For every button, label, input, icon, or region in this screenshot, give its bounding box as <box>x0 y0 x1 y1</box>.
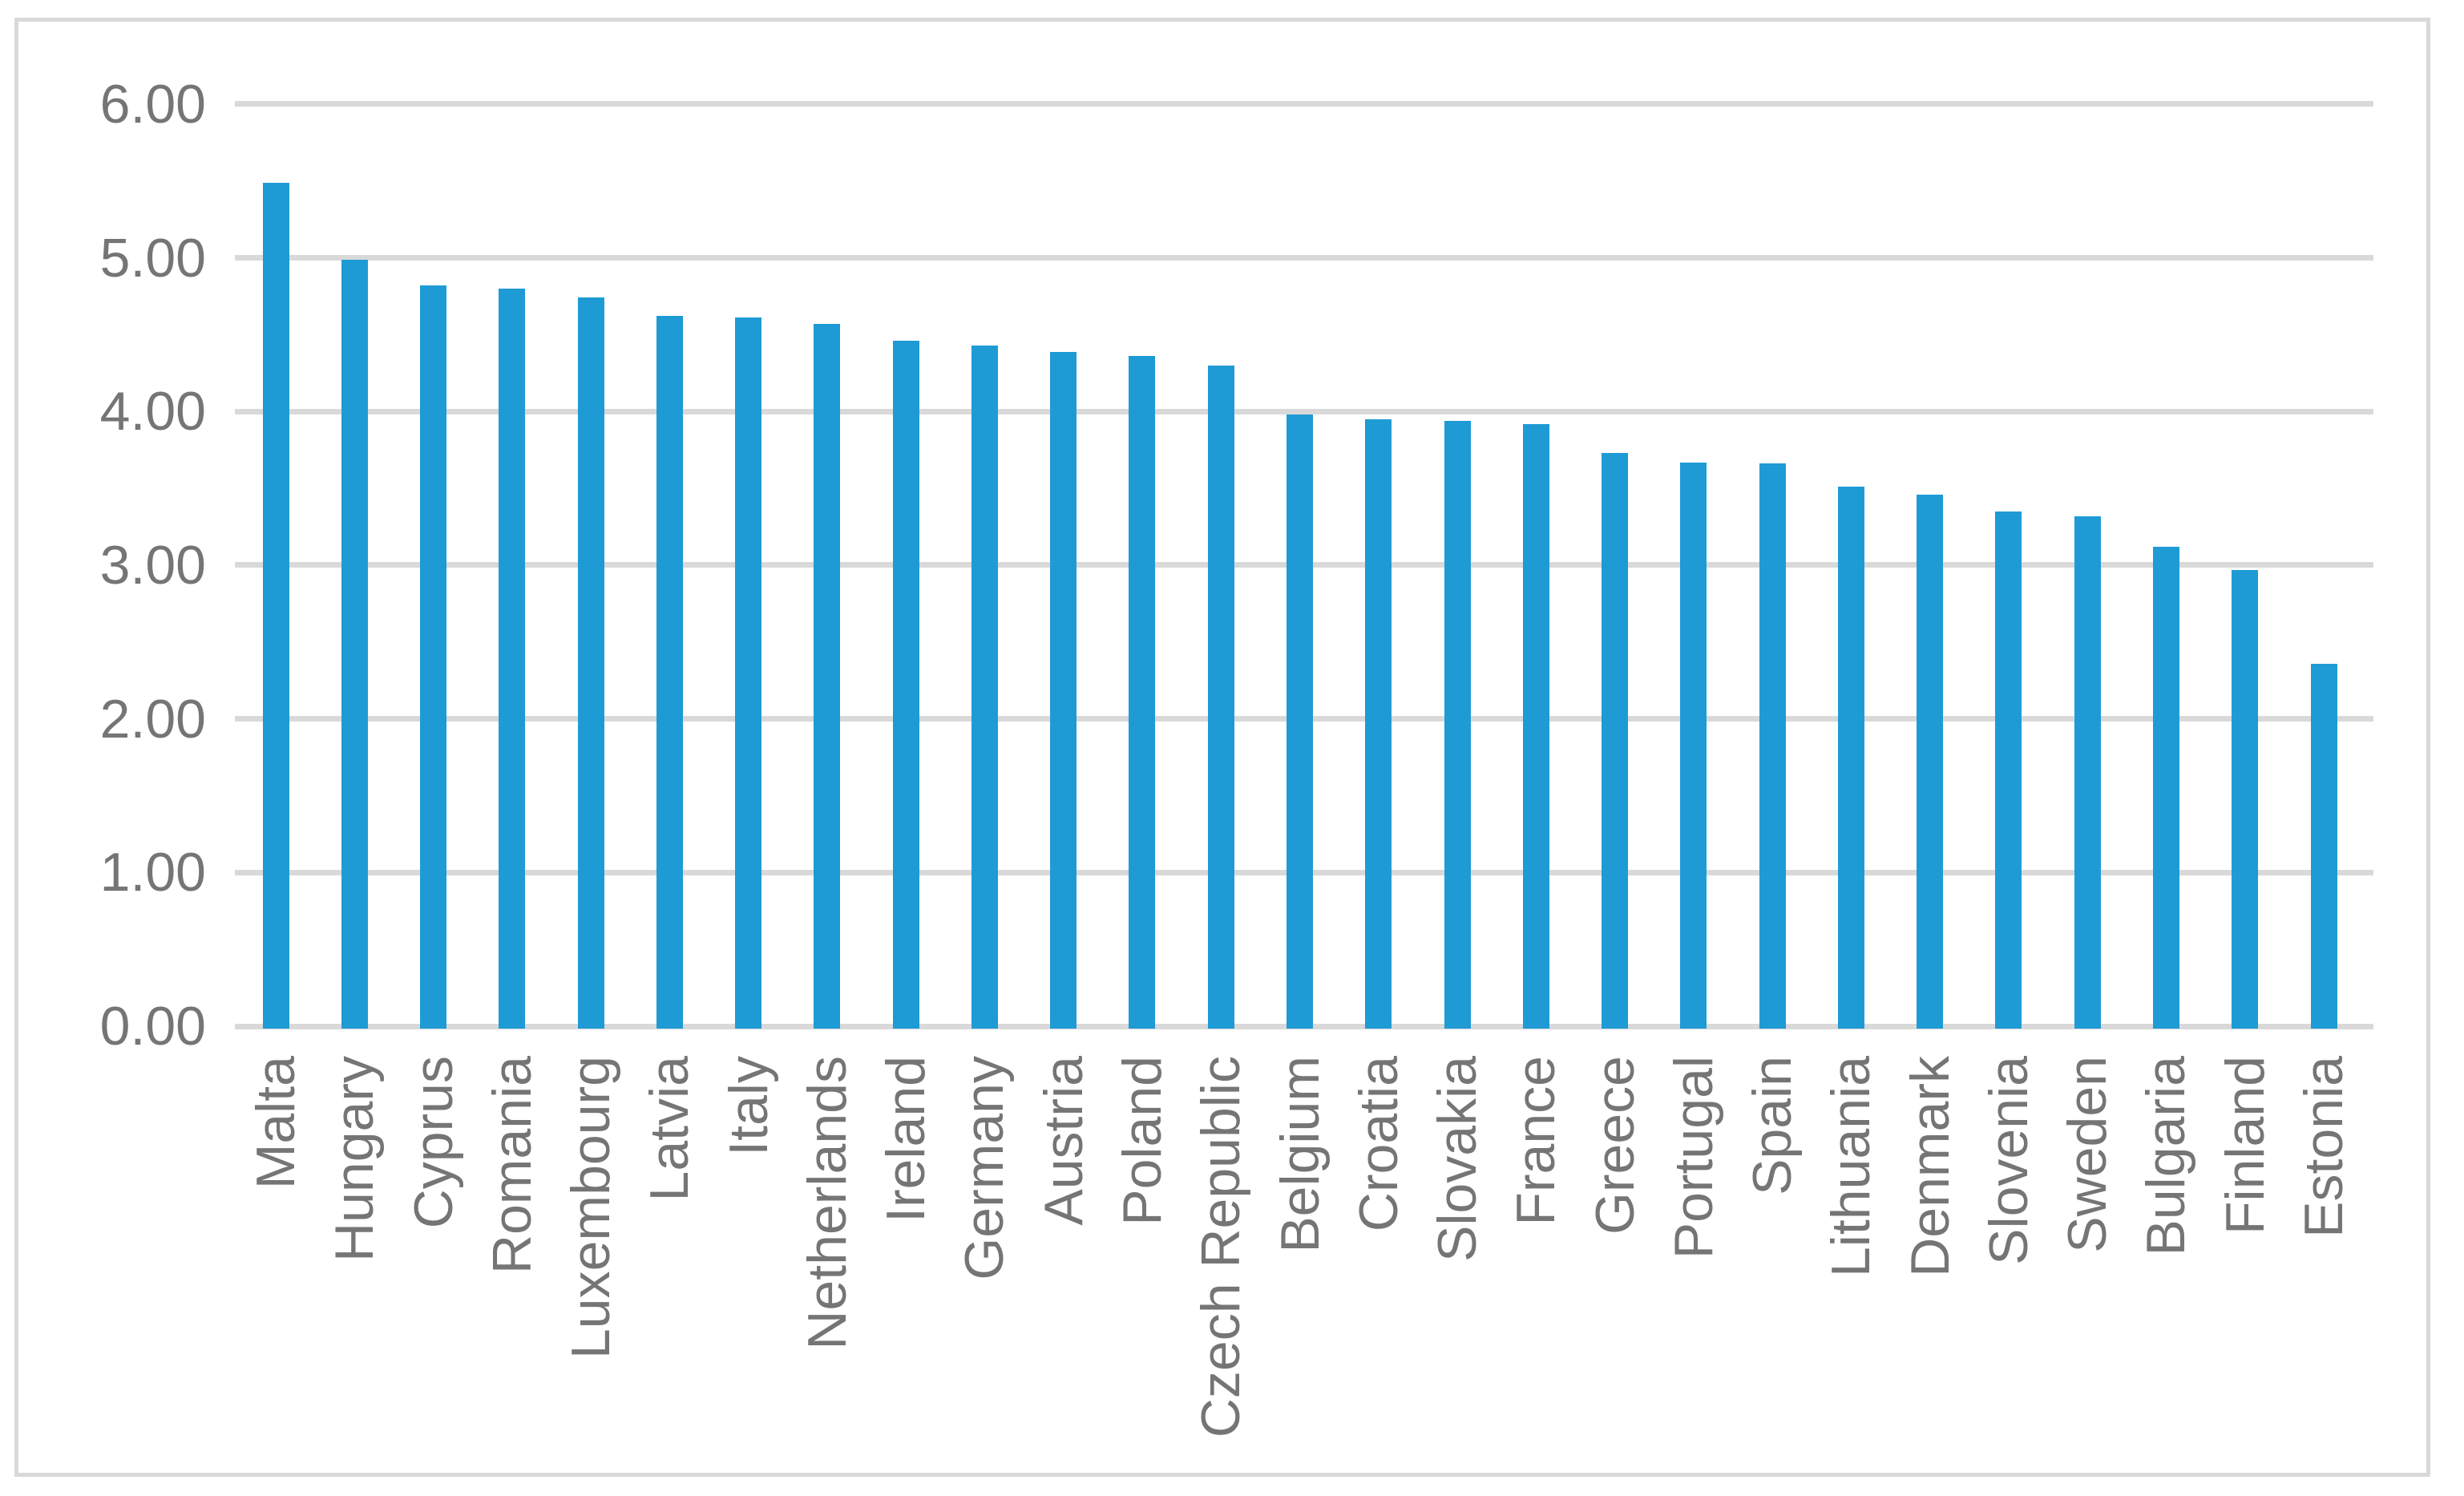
x-axis-tick-label: Belgium <box>1269 1056 1331 1253</box>
chart-frame: 0.00 1.00 2.00 3.00 4.00 5.00 6.00 Malta Hungary… <box>14 18 2430 1477</box>
bar-spain <box>1759 463 1786 1029</box>
bar-bulgaria <box>2152 546 2179 1029</box>
y-axis-tick-label: 3.00 <box>99 534 206 596</box>
bar-sweden <box>2074 516 2101 1029</box>
x-axis-tick-label: Sweden <box>2057 1056 2119 1253</box>
x-axis-tick-label: Denmark <box>1899 1056 1961 1277</box>
x-axis-tick-label: Bulgaria <box>2135 1056 2197 1256</box>
x-axis-tick-label: Slovakia <box>1427 1056 1488 1263</box>
bar-slovenia <box>1995 511 2022 1029</box>
bar-hungary <box>341 259 368 1029</box>
bar-austria <box>1050 351 1077 1029</box>
bar-cyprus <box>420 285 447 1029</box>
x-axis-tick-label: Latvia <box>639 1056 701 1202</box>
x-axis-tick-label: Hungary <box>324 1056 386 1263</box>
plot-area: 0.00 1.00 2.00 3.00 4.00 5.00 6.00 Malta Hungary… <box>18 22 2426 1473</box>
bar-malta <box>262 182 289 1029</box>
x-axis-tick-label: Austria <box>1032 1056 1094 1226</box>
x-axis-tick-label: Slovenia <box>1977 1056 2039 1265</box>
bar-croatia <box>1365 418 1392 1029</box>
bar-lithuania <box>1837 487 1864 1029</box>
bar-poland <box>1129 356 1156 1029</box>
bar-italy <box>735 317 762 1029</box>
x-axis-tick-label: Germany <box>954 1056 1016 1280</box>
x-axis-tick-label: Ireland <box>875 1056 937 1223</box>
bar-greece <box>1602 453 1629 1029</box>
bar-luxembourg <box>577 297 604 1029</box>
y-axis-tick-label: 4.00 <box>99 381 206 443</box>
bar-portugal <box>1680 462 1707 1029</box>
bar-slovakia <box>1444 420 1471 1029</box>
gridline <box>235 255 2373 261</box>
bar-ireland <box>892 341 919 1029</box>
x-axis-tick-label: Poland <box>1111 1056 1173 1226</box>
x-axis-tick-label: Greece <box>1584 1056 1646 1235</box>
x-axis-tick-label: France <box>1505 1056 1567 1226</box>
x-axis-tick-label: Romania <box>481 1056 543 1275</box>
gridline <box>235 101 2373 107</box>
y-axis-tick-label: 2.00 <box>99 688 206 750</box>
x-axis-tick-label: Croatia <box>1347 1056 1409 1232</box>
bar-denmark <box>1917 494 1944 1029</box>
bar-netherlands <box>814 324 841 1029</box>
bar-finland <box>2232 569 2259 1029</box>
x-axis-tick-label: Estonia <box>2293 1056 2355 1238</box>
bar-latvia <box>656 316 683 1029</box>
x-axis-tick-label: Finland <box>2214 1056 2276 1235</box>
x-axis-tick-label: Italy <box>717 1056 779 1156</box>
bar-belgium <box>1287 414 1313 1029</box>
x-axis-tick-label: Czech Republic <box>1190 1056 1252 1438</box>
bar-france <box>1522 423 1549 1029</box>
bar-czech-republic <box>1207 365 1234 1029</box>
x-axis-tick-label: Cyprus <box>402 1056 464 1229</box>
x-axis-tick-label: Spain <box>1742 1056 1804 1195</box>
y-axis-tick-label: 5.00 <box>99 227 206 289</box>
x-axis-tick-label: Portugal <box>1662 1056 1724 1259</box>
x-axis-tick-label: Malta <box>245 1056 306 1190</box>
gridline <box>235 408 2373 414</box>
bar-romania <box>499 288 526 1029</box>
bar-germany <box>971 345 998 1029</box>
y-axis-tick-label: 0.00 <box>99 996 206 1057</box>
y-axis-tick-label: 6.00 <box>99 73 206 135</box>
x-axis-tick-label: Lithuania <box>1820 1056 1882 1278</box>
x-axis-tick-label: Netherlands <box>796 1056 858 1350</box>
x-axis-tick-label: Luxembourg <box>560 1056 622 1360</box>
y-axis-tick-label: 1.00 <box>99 842 206 904</box>
bar-estonia <box>2310 663 2337 1029</box>
